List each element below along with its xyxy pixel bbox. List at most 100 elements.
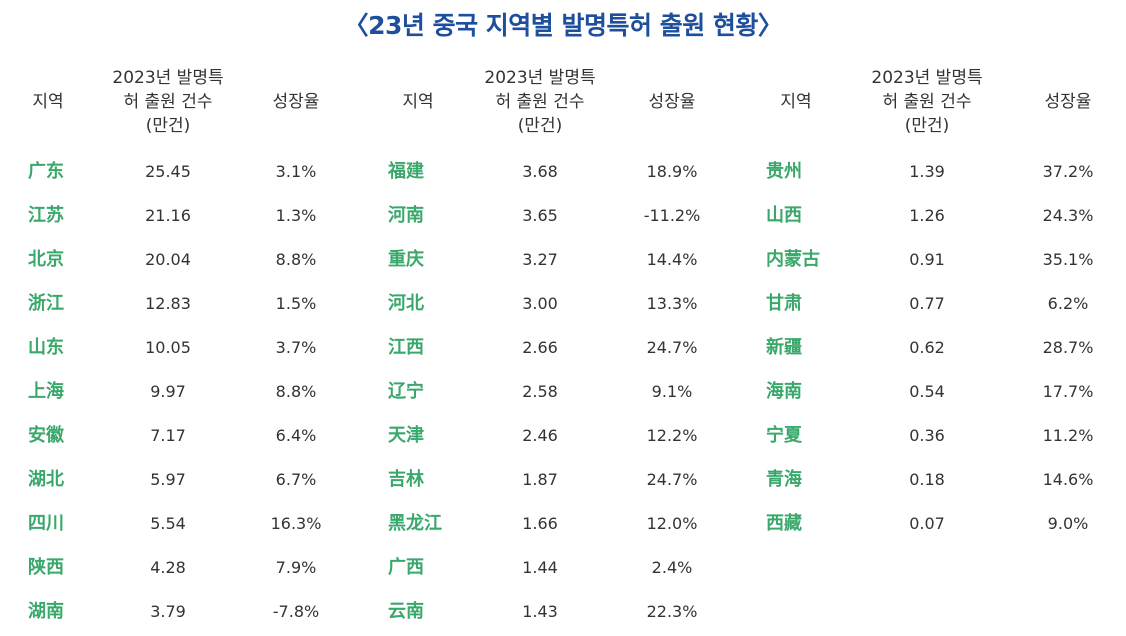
- patent-count: 25.45: [145, 162, 191, 181]
- header-count: 2023년 발명특 허 출원 건수 (만건): [847, 66, 1007, 138]
- patent-count: 3.68: [522, 162, 558, 181]
- table-row: 宁夏 0.36 11.2%: [0, 421, 1126, 451]
- patent-count: 0.07: [909, 514, 945, 533]
- region-name: 内蒙古: [766, 249, 820, 270]
- patent-count: 9.97: [150, 382, 186, 401]
- growth-rate: 14.4%: [646, 250, 698, 269]
- region-name: 河北: [388, 293, 424, 314]
- growth-rate: 35.1%: [1042, 250, 1094, 269]
- patent-count: 1.39: [909, 162, 945, 181]
- region-name: 上海: [28, 381, 64, 402]
- header-region: 지역: [32, 92, 64, 112]
- region-name: 海南: [766, 381, 802, 402]
- region-name: 黑龙江: [388, 513, 442, 534]
- region-name: 山西: [766, 205, 802, 226]
- region-name: 陕西: [28, 557, 64, 578]
- header-count-line: 허 출원 건수: [123, 92, 213, 112]
- region-name: 山东: [28, 337, 64, 358]
- table-row: 吉林 1.87 24.7%: [0, 465, 1126, 495]
- region-name: 甘肃: [766, 293, 802, 314]
- patent-count: 0.18: [909, 470, 945, 489]
- region-name: 贵州: [766, 161, 802, 182]
- table-row: 海南 0.54 17.7%: [0, 377, 1126, 407]
- patent-count: 5.97: [150, 470, 186, 489]
- header-region: 지역: [780, 92, 812, 112]
- header-region: 지역: [402, 92, 434, 112]
- patent-count: 20.04: [145, 250, 191, 269]
- table-row: 江西 2.66 24.7%: [0, 333, 1126, 363]
- table-row: 河北 3.00 13.3%: [0, 289, 1126, 319]
- growth-rate: 8.8%: [275, 250, 317, 269]
- table-row: 西藏 0.07 9.0%: [0, 509, 1126, 539]
- table-row: 湖南 3.79 -7.8%: [0, 597, 1126, 627]
- header-count-line: 허 출원 건수: [495, 92, 585, 112]
- growth-rate: 7.9%: [275, 558, 317, 577]
- region-name: 湖南: [28, 601, 64, 622]
- patent-count: 1.87: [522, 470, 558, 489]
- region-name: 河南: [388, 205, 424, 226]
- patent-count: 3.79: [150, 602, 186, 621]
- patent-count: 2.66: [522, 338, 558, 357]
- header-growth: 성장율: [272, 92, 320, 112]
- growth-rate: 9.0%: [1047, 514, 1089, 533]
- patent-count: 0.77: [909, 294, 945, 313]
- header-count-line: 2023년 발명특: [112, 68, 224, 88]
- table-row: 河南 3.65 -11.2%: [0, 201, 1126, 231]
- patent-count: 4.28: [150, 558, 186, 577]
- table-row: 新疆 0.62 28.7%: [0, 333, 1126, 363]
- region-name: 江西: [388, 337, 424, 358]
- region-name: 安徽: [28, 425, 64, 446]
- header-count-line: 허 출원 건수: [882, 92, 972, 112]
- region-name: 北京: [28, 249, 64, 270]
- table-row: 广东 25.45 3.1%: [0, 157, 1126, 187]
- table-row: 陕西 4.28 7.9%: [0, 553, 1126, 583]
- growth-rate: 37.2%: [1042, 162, 1094, 181]
- region-name: 江苏: [28, 205, 64, 226]
- table-row: 上海 9.97 8.8%: [0, 377, 1126, 407]
- region-name: 广东: [28, 161, 64, 182]
- table-row: 重庆 3.27 14.4%: [0, 245, 1126, 275]
- growth-rate: 16.3%: [270, 514, 322, 533]
- growth-rate: 8.8%: [275, 382, 317, 401]
- patent-count: 0.36: [909, 426, 945, 445]
- patent-count: 1.44: [522, 558, 558, 577]
- table-row: 安徽 7.17 6.4%: [0, 421, 1126, 451]
- header-count-line: (만건): [517, 116, 563, 136]
- region-name: 新疆: [766, 337, 802, 358]
- region-name: 重庆: [388, 249, 424, 270]
- region-name: 青海: [766, 469, 802, 490]
- table-row: 贵州 1.39 37.2%: [0, 157, 1126, 187]
- table-row: 天津 2.46 12.2%: [0, 421, 1126, 451]
- growth-rate: 11.2%: [1042, 426, 1094, 445]
- region-name: 云南: [388, 601, 424, 622]
- patent-count: 1.66: [522, 514, 558, 533]
- patent-count: 21.16: [145, 206, 191, 225]
- growth-rate: -11.2%: [643, 206, 701, 225]
- region-name: 湖北: [28, 469, 64, 490]
- table-row: 湖北 5.97 6.7%: [0, 465, 1126, 495]
- growth-rate: 14.6%: [1042, 470, 1094, 489]
- header-count: 2023년 발명특 허 출원 건수 (만건): [88, 66, 248, 138]
- table-row: 北京 20.04 8.8%: [0, 245, 1126, 275]
- table-row: 浙江 12.83 1.5%: [0, 289, 1126, 319]
- growth-rate: 24.7%: [646, 338, 698, 357]
- region-name: 西藏: [766, 513, 802, 534]
- patent-count: 5.54: [150, 514, 186, 533]
- patent-count: 1.43: [522, 602, 558, 621]
- table-row: 福建 3.68 18.9%: [0, 157, 1126, 187]
- region-name: 福建: [388, 161, 424, 182]
- table-row: 山西 1.26 24.3%: [0, 201, 1126, 231]
- growth-rate: 3.1%: [275, 162, 317, 181]
- patent-count: 2.46: [522, 426, 558, 445]
- growth-rate: 12.0%: [646, 514, 698, 533]
- patent-count: 3.65: [522, 206, 558, 225]
- growth-rate: -7.8%: [272, 602, 320, 621]
- patent-count: 12.83: [145, 294, 191, 313]
- table-row: 江苏 21.16 1.3%: [0, 201, 1126, 231]
- table-row: 内蒙古 0.91 35.1%: [0, 245, 1126, 275]
- header-count-line: (만건): [904, 116, 950, 136]
- patent-count: 0.91: [909, 250, 945, 269]
- region-name: 浙江: [28, 293, 64, 314]
- header-count-line: 2023년 발명특: [484, 68, 596, 88]
- patent-count: 2.58: [522, 382, 558, 401]
